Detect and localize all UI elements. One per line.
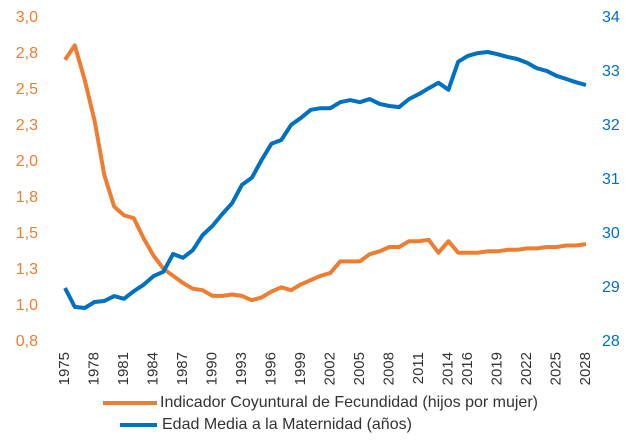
y-tick-label: 2,5: [16, 81, 38, 98]
y-tick-label: 3,0: [16, 9, 38, 26]
x-tick-label: 1996: [262, 352, 279, 385]
series-line: [63, 43, 587, 303]
y-tick-label: 2,3: [16, 117, 38, 134]
x-tick-label: 2028: [577, 352, 594, 385]
y2-tick-label: 33: [602, 63, 620, 80]
y2-tick-label: 29: [602, 279, 620, 296]
y2-tick-label: 28: [602, 333, 620, 350]
x-tick-label: 2016: [459, 352, 476, 385]
x-tick-label: 1999: [292, 352, 309, 385]
y-tick-label: 1,3: [16, 261, 38, 278]
x-tick-label: 1993: [233, 352, 250, 385]
y-tick-label: 1,0: [16, 297, 38, 314]
legend-label: Edad Media a la Maternidad (años): [162, 416, 412, 433]
x-tick-label: 1981: [115, 352, 132, 385]
y2-tick-label: 30: [602, 225, 620, 242]
x-tick-label: 1987: [174, 352, 191, 385]
legend-label: Indicador Coyuntural de Fecundidad (hijo…: [160, 394, 538, 411]
x-tick-label: 2022: [518, 352, 535, 385]
x-tick-label: 2002: [321, 352, 338, 385]
x-tick-label: 1975: [56, 352, 73, 385]
x-tick-label: 1984: [144, 352, 161, 385]
y2-tick-label: 31: [602, 171, 620, 188]
x-tick-label: 1978: [85, 352, 102, 385]
y2-tick-label: 32: [602, 117, 620, 134]
x-tick-label: 1990: [203, 352, 220, 385]
y2-tick-label: 34: [602, 9, 620, 26]
x-tick-label: 2005: [351, 352, 368, 385]
x-tick-label: 2008: [380, 352, 397, 385]
y-tick-label: 1,5: [16, 225, 38, 242]
x-tick-label: 2011: [410, 352, 427, 384]
x-tick-label: 2019: [488, 352, 505, 385]
x-tick-label: 2014: [439, 352, 456, 385]
y-tick-label: 2,0: [16, 153, 38, 170]
y-tick-label: 2,8: [16, 45, 38, 62]
y-tick-label: 1,8: [16, 189, 38, 206]
series-line: [63, 50, 587, 310]
x-tick-label: 2025: [547, 352, 564, 385]
y-tick-label: 0,8: [16, 333, 38, 350]
